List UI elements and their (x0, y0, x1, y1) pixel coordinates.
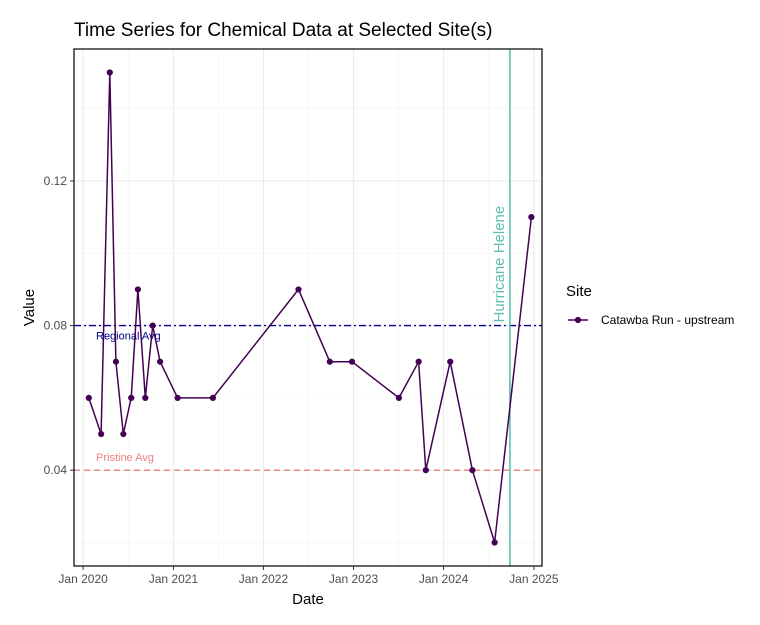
data-point (134, 286, 141, 293)
y-axis-title: Value (21, 289, 38, 326)
data-point (348, 358, 356, 365)
x-tick-label: Jan 2023 (329, 572, 379, 586)
x-tick-label: Jan 2024 (419, 572, 469, 586)
series-line (88, 71, 533, 544)
axes: Jan 2020 Jan 2021 Jan 2022 Jan 2023 Jan 2024… (44, 174, 559, 586)
data-point (174, 394, 181, 401)
chart-title: Time Series for Chemical Data at Selecte… (74, 20, 493, 41)
data-point (85, 394, 92, 401)
data-point (447, 358, 454, 365)
data-point (106, 69, 113, 76)
data-point (395, 394, 403, 401)
data-point (128, 394, 135, 401)
y-tick-label: 0.04 (44, 463, 68, 477)
data-point (326, 358, 333, 365)
data-point (112, 358, 120, 365)
reference-line-label: Regional Avg (96, 331, 161, 343)
y-tick-label: 0.08 (44, 319, 68, 333)
series-layer (85, 69, 535, 546)
data-point (149, 322, 156, 329)
data-point (295, 286, 302, 293)
data-point (491, 539, 498, 546)
reference-lines: Regional Avg Pristine Avg Hurricane Helene (74, 49, 542, 566)
data-point (415, 358, 422, 365)
grid (74, 49, 542, 566)
x-tick-label: Jan 2020 (58, 572, 108, 586)
legend-title: Site (566, 283, 592, 300)
x-axis-title: Date (292, 591, 324, 608)
legend: Site Catawba Run - upstream (566, 283, 734, 327)
legend-key-point (574, 316, 582, 324)
data-point (422, 467, 429, 474)
data-point (157, 358, 164, 365)
data-point (209, 394, 216, 401)
x-tick-label: Jan 2022 (239, 572, 289, 586)
data-point (528, 214, 535, 221)
y-tick-label: 0.12 (44, 174, 68, 188)
data-point (142, 394, 149, 401)
data-point (469, 467, 476, 474)
x-tick-label: Jan 2021 (149, 572, 199, 586)
x-tick-label: Jan 2025 (509, 572, 559, 586)
data-point (120, 430, 127, 438)
annotation-label: Hurricane Helene (491, 206, 508, 323)
reference-line-label: Pristine Avg (96, 452, 154, 464)
data-point (98, 430, 105, 438)
plot-panel (73, 48, 543, 567)
legend-label: Catawba Run - upstream (601, 313, 734, 327)
